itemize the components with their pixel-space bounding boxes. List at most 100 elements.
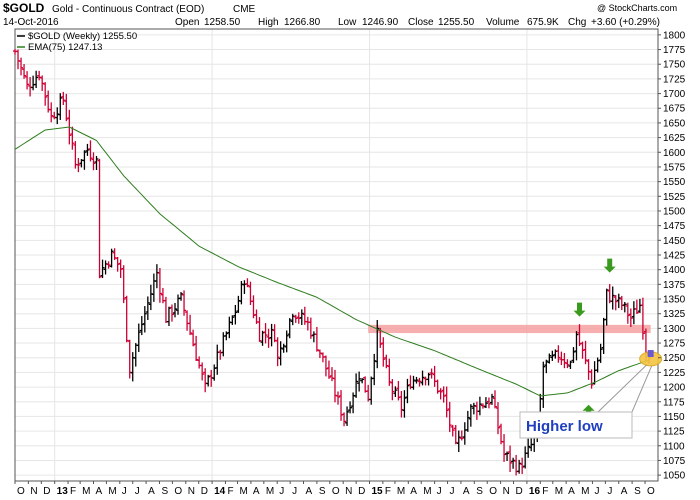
ema-line [14,126,650,397]
y-tick-label: 1475 [663,221,686,232]
price-bar [142,306,147,333]
y-tick-label: 1550 [663,177,686,188]
x-tick-label: M [397,486,405,497]
y-tick-label: 1500 [663,206,686,217]
x-tick-label: F [385,486,391,497]
price-bar [480,403,485,409]
price-bar [284,330,289,353]
x-tick-label: J [594,486,599,497]
y-tick-label: 1050 [663,471,686,482]
price-bar [622,301,627,313]
price-bar [496,402,501,435]
price-bar [139,316,144,336]
y-tick-label: 1250 [663,353,686,364]
y-tick-label: 1450 [663,236,686,247]
price-bar [450,424,455,437]
legend-price-entry: $GOLD (Weekly) 1255.50 [28,31,137,42]
price-bar [269,323,274,347]
down-arrow-icon [573,302,586,317]
price-bar [275,337,280,367]
x-tick-label: J [135,486,140,497]
price-bar [604,288,609,326]
x-tick-label: O [647,486,655,497]
price-bar [64,93,69,122]
high-label: High [258,17,279,28]
price-bar [583,340,588,365]
callout-pointer-line [597,364,648,413]
price-bar [486,397,491,409]
price-bar [375,320,380,369]
x-tick-label: J [292,486,297,497]
price-bar [526,438,531,458]
price-bar [598,343,603,363]
y-tick-label: 1325 [663,309,686,320]
price-bar [357,371,362,392]
x-tick-label: M [82,486,90,497]
price-bar [257,317,262,342]
price-bar [182,290,187,316]
x-tick-label: 13 [57,486,69,497]
price-bar [124,295,129,343]
price-bar [194,335,199,362]
x-tick-label: O [174,486,182,497]
price-bar [426,372,431,386]
price-bar [453,425,458,445]
price-bar [420,370,425,386]
price-bar [70,126,75,150]
price-bar [49,102,54,123]
x-tick-label: D [358,486,365,497]
price-bar [91,152,96,171]
price-bar [562,352,567,369]
x-tick-label: F [542,486,548,497]
price-bar [465,410,470,432]
x-tick-label: D [516,486,523,497]
price-bar [520,457,525,475]
legend-ema-entry: EMA(75) 1247.13 [28,42,102,53]
price-bar [459,430,464,441]
price-bar [43,82,48,106]
x-tick-label: O [489,486,497,497]
x-axis: O N D 13 F M A M J J A S O N D 14 F M A M J J A S O N D 15 F M A M J J A S O… [14,481,655,497]
price-bar [61,91,66,106]
x-tick-label: M [240,486,248,497]
x-tick-label: A [621,486,628,497]
price-bar [326,360,331,379]
down-arrow-icon [603,258,616,273]
x-tick-label: 14 [214,486,226,497]
price-bar [429,368,434,379]
price-bar [25,71,30,90]
price-bar [172,302,177,318]
price-bar [224,331,229,341]
price-bar [477,396,482,416]
x-tick-label: 16 [529,486,541,497]
price-bar [517,459,522,474]
price-bar [574,331,579,361]
price-bar [19,57,24,76]
x-tick-label: D [43,486,50,497]
symbol-title: $GOLD [3,1,45,15]
chg-label: Chg [568,17,586,28]
y-tick-label: 1100 [663,441,685,452]
y-tick-label: 1375 [663,280,686,291]
price-bar [263,323,268,344]
price-bar [188,314,193,336]
x-tick-label: J [437,486,442,497]
price-bar [136,323,141,352]
x-tick-label: J [450,486,455,497]
x-tick-label: O [332,486,340,497]
date-label: 14-Oct-2016 [3,17,59,28]
price-bar [565,359,570,369]
price-bar [191,329,196,347]
low-value: 1246.90 [362,17,399,28]
price-bar [508,445,513,473]
price-bar [610,286,615,310]
price-bar [200,362,205,381]
x-tick-label: J [607,486,612,497]
price-bar [354,373,359,398]
price-bar [145,296,150,320]
x-tick-label: J [279,486,284,497]
price-bar [106,261,111,269]
x-tick-label: A [463,486,470,497]
price-bar [544,359,549,374]
